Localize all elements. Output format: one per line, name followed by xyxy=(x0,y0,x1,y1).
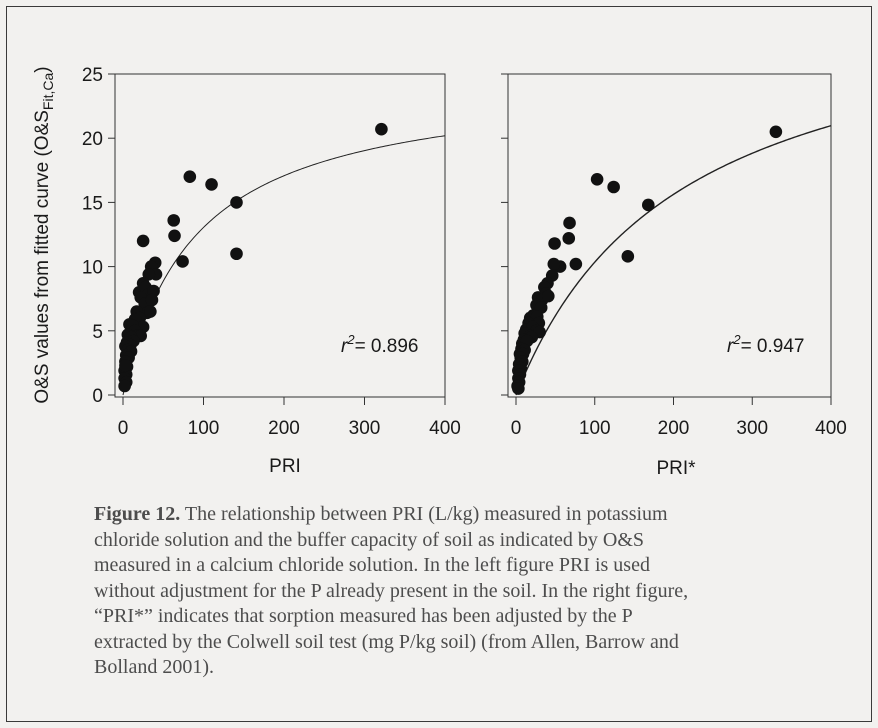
right-r2-label: r2= 0.947 xyxy=(727,332,804,357)
left-ticks: 0 100 200 300 400 0 5 10 15 20 25 xyxy=(82,65,461,439)
left-data-point xyxy=(119,359,132,372)
left-data-point xyxy=(167,214,180,227)
caption-line-6: extracted by the Colwell soil test (mg P… xyxy=(94,631,679,653)
left-x-tick-label: 300 xyxy=(349,418,381,439)
left-data-point xyxy=(230,247,243,260)
left-data-point xyxy=(168,229,181,242)
right-x-tick-label: 400 xyxy=(815,418,847,439)
y-tick-label: 20 xyxy=(82,129,103,150)
left-data-point xyxy=(144,305,157,318)
caption-figure-label: Figure 12. xyxy=(94,503,180,525)
left-data-point xyxy=(205,178,218,191)
y-tick-label: 5 xyxy=(92,322,103,343)
right-data-point xyxy=(562,232,575,245)
right-x-axis-label: PRI* xyxy=(656,458,696,479)
right-data-point xyxy=(542,290,555,303)
right-data-point xyxy=(548,237,561,250)
chart-right: 0 100 200 300 400 r2= 0.947 PRI* xyxy=(501,74,847,479)
caption-line-3: measured in a calcium chloride solution.… xyxy=(94,554,650,576)
right-data-point xyxy=(622,250,635,263)
y-tick-label: 10 xyxy=(82,258,103,279)
left-x-tick-label: 400 xyxy=(429,418,461,439)
right-data-point xyxy=(607,181,620,194)
right-data-point xyxy=(512,382,525,395)
right-data-point xyxy=(548,258,561,271)
left-data-point xyxy=(146,294,159,307)
y-axis-label: O&S values from fitted curve (O&SFit,Ca) xyxy=(32,66,56,403)
caption-line-2: chloride solution and the buffer capacit… xyxy=(94,529,644,551)
right-x-tick-label: 0 xyxy=(511,418,522,439)
chart-left: 0 100 200 300 400 0 5 10 15 20 25 r2= 0.896 PRI O&… xyxy=(32,65,461,477)
left-x-tick-label: 0 xyxy=(118,418,129,439)
right-data-point xyxy=(570,258,583,271)
left-r2-label: r2= 0.896 xyxy=(341,332,418,357)
right-x-tick-label: 300 xyxy=(736,418,768,439)
left-data-point xyxy=(137,235,150,248)
right-data-point xyxy=(563,217,576,230)
caption-line-5: “PRI*” indicates that sorption measured … xyxy=(94,605,633,627)
left-data-point xyxy=(375,123,388,136)
caption-line-1: The relationship between PRI (L/kg) meas… xyxy=(180,503,667,525)
caption-line-4: without adjustment for the P already pre… xyxy=(94,580,688,602)
right-x-tick-label: 100 xyxy=(579,418,611,439)
figure-caption: Figure 12. The relationship between PRI … xyxy=(94,502,854,681)
right-data-point xyxy=(642,199,655,212)
right-data-point xyxy=(591,173,604,186)
left-data-point xyxy=(176,255,189,268)
charts-svg: 0 100 200 300 400 0 5 10 15 20 25 r2= 0.896 PRI O&… xyxy=(0,0,878,500)
right-data-point xyxy=(770,125,783,138)
right-ticks: 0 100 200 300 400 xyxy=(501,74,847,439)
y-tick-label: 0 xyxy=(92,386,103,407)
left-data-point xyxy=(184,170,197,183)
caption-line-7: Bolland 2001). xyxy=(94,656,214,678)
left-x-axis-label: PRI xyxy=(269,456,301,477)
left-x-tick-label: 100 xyxy=(188,418,220,439)
right-x-tick-label: 200 xyxy=(658,418,690,439)
y-tick-label: 15 xyxy=(82,193,103,214)
left-x-tick-label: 200 xyxy=(268,418,300,439)
y-tick-label: 25 xyxy=(82,65,103,86)
left-data-point xyxy=(230,196,243,209)
left-data-point xyxy=(118,380,131,393)
